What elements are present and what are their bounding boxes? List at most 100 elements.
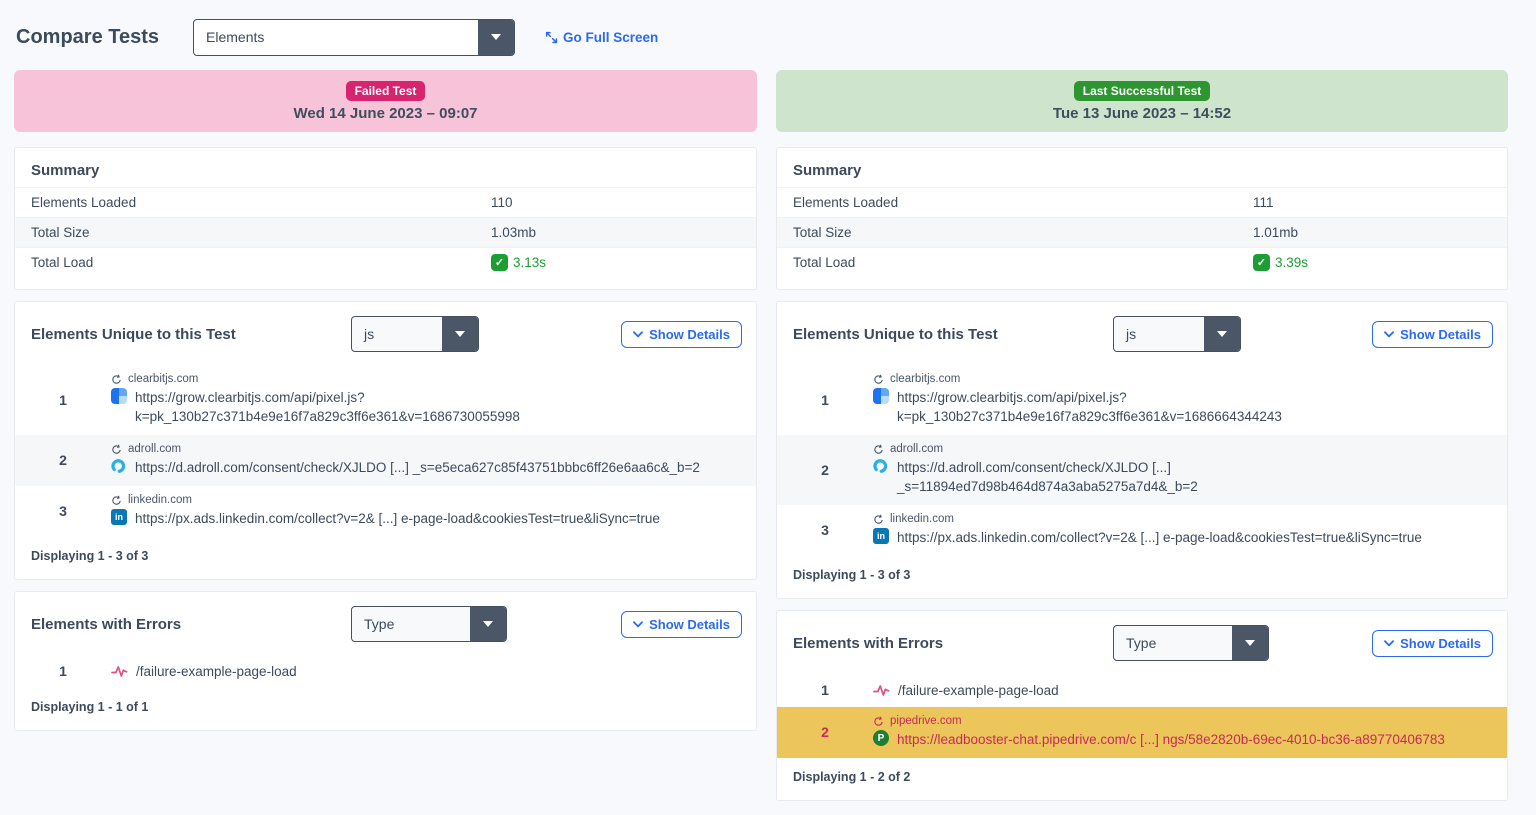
domain-label: pipedrive.com	[890, 715, 962, 727]
caret-down-icon	[470, 607, 506, 641]
summary-value: 3.13s	[513, 255, 547, 270]
show-details-label: Show Details	[649, 616, 730, 632]
list-item[interactable]: 2 adroll.com https://d.adroll.com/consen…	[777, 435, 1507, 505]
errors-list: 1 /failure-example-page-load	[15, 655, 756, 688]
summary-row-total-size: Total Size 1.01mb	[777, 217, 1507, 247]
refresh-icon	[873, 514, 884, 525]
refresh-icon	[111, 374, 122, 385]
list-item[interactable]: 1 clearbitjs.com https://grow.clearbitjs…	[777, 365, 1507, 435]
chevron-down-icon	[633, 330, 643, 337]
errors-filter-select[interactable]: Type	[1113, 625, 1269, 661]
row-number: 3	[821, 522, 829, 538]
element-url: /failure-example-page-load	[136, 663, 297, 679]
page-title: Compare Tests	[16, 25, 160, 48]
summary-label: Total Size	[31, 225, 90, 240]
error-pulse-icon	[873, 683, 890, 697]
summary-row-total-load: Total Load ✓ 3.13s	[15, 247, 756, 277]
list-item[interactable]: 3 linkedin.com in https://px.ads.linkedi…	[15, 486, 756, 537]
linkedin-icon: in	[873, 528, 889, 544]
top-bar: Compare Tests Elements Go Full Screen	[14, 0, 1508, 70]
displaying-count: Displaying 1 - 3 of 3	[31, 549, 149, 563]
errors-list: 1 /failure-example-page-load 2 pipedrive…	[777, 674, 1507, 758]
compare-mode-select[interactable]: Elements	[193, 18, 516, 56]
refresh-icon	[873, 716, 884, 727]
caret-down-icon	[1204, 317, 1240, 351]
summary-value: 3.39s	[1275, 255, 1309, 270]
linkedin-icon: in	[111, 509, 127, 525]
refresh-icon	[111, 444, 122, 455]
summary-value: 110	[491, 195, 513, 210]
caret-down-icon	[1232, 626, 1268, 660]
unique-elements-title: Elements Unique to this Test	[31, 325, 236, 343]
error-pulse-icon	[111, 664, 128, 678]
compare-mode-select-value: Elements	[206, 29, 265, 45]
errors-filter-select[interactable]: Type	[351, 606, 507, 642]
show-details-button[interactable]: Show Details	[621, 320, 742, 348]
unique-filter-value: js	[364, 326, 375, 342]
show-details-label: Show Details	[1400, 326, 1481, 342]
unique-filter-select[interactable]: js	[351, 316, 479, 352]
clearbit-icon	[873, 388, 889, 404]
caret-down-icon	[478, 19, 515, 55]
failed-unique-elements-card: Elements Unique to this Test js Show Det…	[14, 301, 757, 580]
show-details-button[interactable]: Show Details	[1372, 320, 1493, 348]
chevron-down-icon	[633, 620, 643, 627]
show-details-button[interactable]: Show Details	[621, 610, 742, 638]
errors-filter-value: Type	[364, 616, 395, 632]
list-item-highlighted[interactable]: 2 pipedrive.com P https://leadbooster-ch…	[777, 707, 1507, 758]
errors-header: Elements with Errors Type Show Details	[15, 606, 756, 642]
unique-filter-value: js	[1126, 326, 1137, 342]
unique-filter-select[interactable]: js	[1113, 316, 1241, 352]
list-item[interactable]: 3 linkedin.com in https://px.ads.linkedi…	[777, 505, 1507, 556]
unique-elements-list: 1 clearbitjs.com https://grow.clearbitjs…	[777, 365, 1507, 556]
errors-title: Elements with Errors	[31, 615, 182, 633]
list-item[interactable]: 1 /failure-example-page-load	[777, 674, 1507, 707]
row-number: 1	[59, 663, 67, 679]
pipedrive-icon: P	[873, 730, 889, 746]
summary-value: 1.03mb	[491, 225, 537, 240]
chevron-down-icon	[1384, 639, 1394, 646]
list-item[interactable]: 2 adroll.com https://d.adroll.com/consen…	[15, 435, 756, 486]
displaying-count: Displaying 1 - 1 of 1	[31, 700, 149, 714]
chevron-down-icon	[1384, 330, 1394, 337]
element-url: https://d.adroll.com/consent/check/XJLDO…	[897, 460, 1198, 494]
show-details-label: Show Details	[649, 326, 730, 342]
check-icon: ✓	[1253, 254, 1270, 271]
row-number: 1	[821, 391, 829, 408]
successful-test-badge: Last Successful Test	[1073, 80, 1211, 101]
fullscreen-icon	[545, 31, 558, 44]
success-unique-elements-card: Elements Unique to this Test js Show Det…	[776, 301, 1508, 599]
domain-label: clearbitjs.com	[890, 373, 961, 385]
unique-elements-header: Elements Unique to this Test js Show Det…	[15, 316, 756, 352]
unique-elements-header: Elements Unique to this Test js Show Det…	[777, 316, 1507, 352]
failed-test-date: Wed 14 June 2023 – 09:07	[293, 104, 478, 122]
row-number: 2	[821, 461, 829, 478]
failed-errors-card: Elements with Errors Type Show Details 1…	[14, 591, 757, 731]
summary-label: Elements Loaded	[793, 195, 899, 210]
caret-down-icon	[442, 317, 478, 351]
go-full-screen-link[interactable]: Go Full Screen	[545, 30, 658, 45]
refresh-icon	[111, 495, 122, 506]
errors-header: Elements with Errors Type Show Details	[777, 625, 1507, 661]
element-url: https://px.ads.linkedin.com/collect?v=2&…	[897, 530, 1422, 545]
show-details-button[interactable]: Show Details	[1372, 629, 1493, 657]
summary-label: Total Load	[793, 255, 856, 270]
row-number: 2	[821, 724, 829, 740]
failed-test-badge: Failed Test	[345, 80, 426, 101]
refresh-icon	[873, 374, 884, 385]
summary-title: Summary	[31, 162, 100, 179]
adroll-icon	[111, 458, 127, 474]
success-errors-card: Elements with Errors Type Show Details 1…	[776, 610, 1508, 801]
unique-elements-list: 1 clearbitjs.com https://grow.clearbitjs…	[15, 365, 756, 537]
list-item[interactable]: 1 clearbitjs.com https://grow.clearbitjs…	[15, 365, 756, 435]
summary-label: Total Load	[31, 255, 94, 270]
row-number: 1	[821, 682, 829, 698]
clearbit-icon	[111, 388, 127, 404]
successful-test-banner: Last Successful Test Tue 13 June 2023 – …	[776, 70, 1508, 132]
element-url: https://px.ads.linkedin.com/collect?v=2&…	[135, 511, 660, 526]
summary-label: Elements Loaded	[31, 195, 137, 210]
list-item[interactable]: 1 /failure-example-page-load	[15, 655, 756, 688]
failed-test-banner: Failed Test Wed 14 June 2023 – 09:07	[14, 70, 757, 132]
refresh-icon	[873, 444, 884, 455]
check-icon: ✓	[491, 254, 508, 271]
